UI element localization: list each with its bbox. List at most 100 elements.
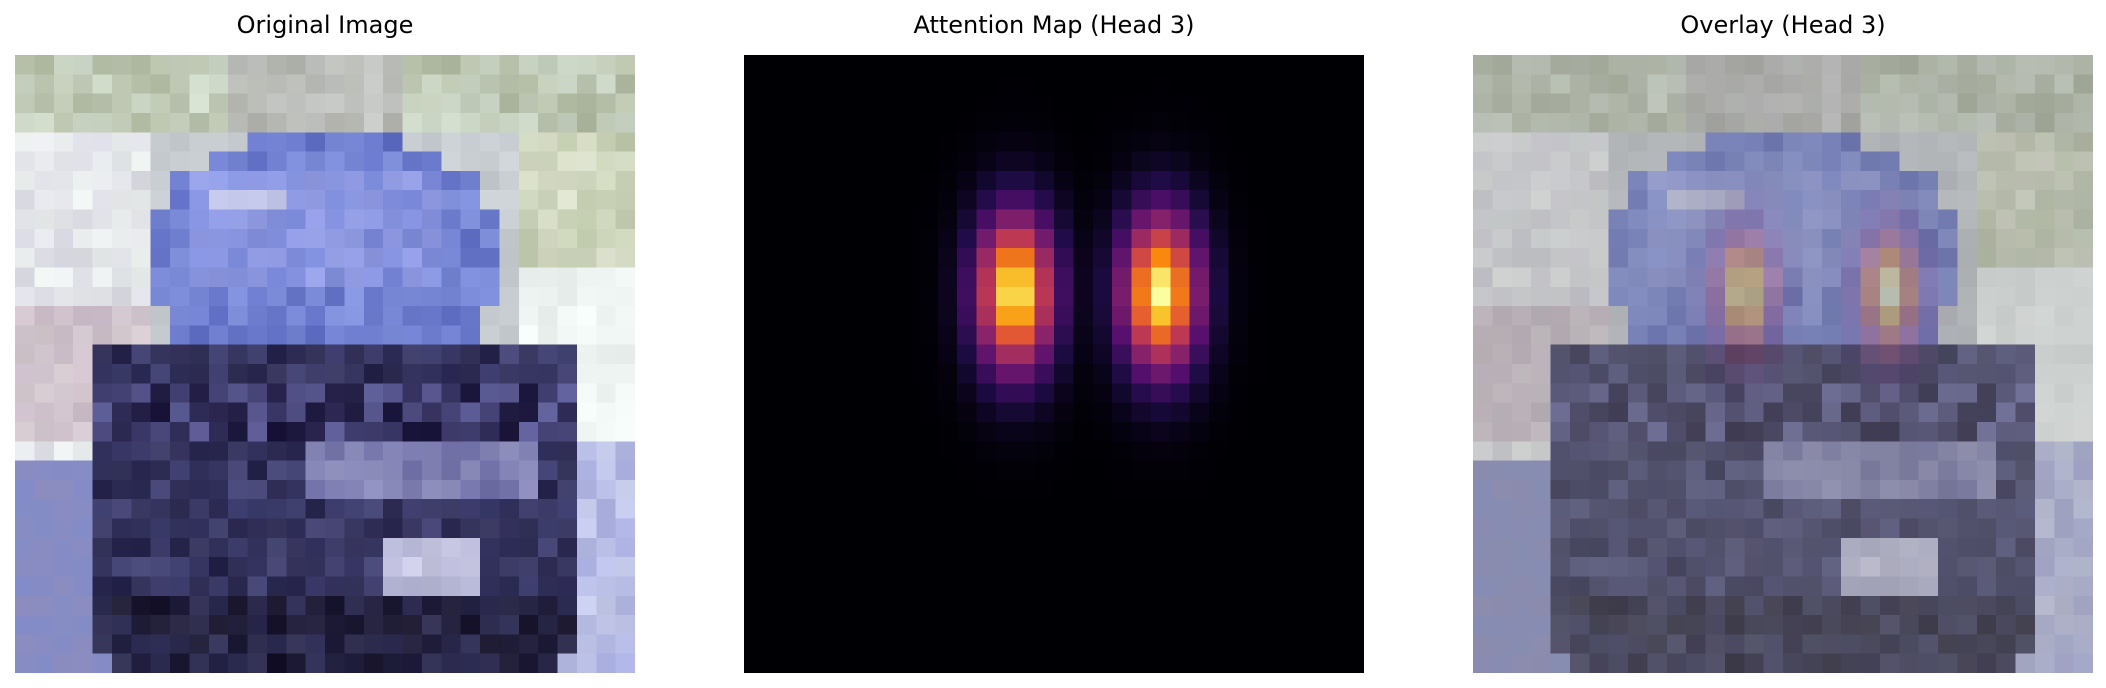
original-pixel <box>518 74 539 95</box>
attention-pixel <box>995 653 1016 673</box>
overlay-pixel <box>1473 325 1493 346</box>
attention-pixel <box>1073 383 1094 404</box>
attention-pixel <box>1286 344 1307 365</box>
original-pixel <box>402 93 423 114</box>
original-pixel <box>170 190 190 210</box>
overlay-pixel <box>1511 170 1532 191</box>
overlay-pixel <box>1647 306 1668 326</box>
overlay-pixel <box>1492 344 1513 365</box>
overlay-pixel <box>1473 653 1493 673</box>
original-pixel <box>286 344 307 365</box>
attention-pixel <box>1015 190 1036 210</box>
overlay-pixel <box>1860 228 1881 249</box>
overlay-pixel <box>1724 653 1745 673</box>
attention-pixel <box>1092 537 1113 558</box>
attention-pixel <box>821 112 842 133</box>
attention-pixel <box>937 421 958 442</box>
attention-pixel <box>1325 112 1346 133</box>
attention-pixel <box>782 364 803 384</box>
overlay-pixel <box>1879 267 1900 288</box>
original-pixel <box>228 364 248 384</box>
overlay-pixel <box>2034 421 2055 442</box>
original-pixel <box>421 93 442 114</box>
original-pixel <box>518 248 539 268</box>
original-pixel <box>615 190 635 210</box>
overlay-pixel <box>1628 402 1648 423</box>
attention-pixel <box>1170 112 1191 133</box>
overlay-pixel <box>1918 615 1939 635</box>
attention-pixel <box>995 615 1016 635</box>
original-pixel <box>325 325 345 346</box>
original-pixel <box>402 306 423 326</box>
attention-pixel <box>1073 653 1094 673</box>
overlay-pixel <box>1918 518 1939 539</box>
attention-pixel <box>860 364 881 384</box>
overlay-pixel <box>1550 344 1571 365</box>
attention-pixel <box>1189 190 1210 210</box>
attention-pixel <box>1073 228 1094 249</box>
overlay-pixel <box>1744 248 1765 268</box>
original-pixel <box>150 112 171 133</box>
original-pixel <box>305 383 326 404</box>
attention-pixel <box>782 615 803 635</box>
attention-pixel <box>976 55 997 75</box>
original-pixel <box>73 112 93 133</box>
overlay-pixel <box>1511 537 1532 558</box>
original-pixel <box>441 576 462 597</box>
overlay-pixel <box>1511 383 1532 404</box>
original-pixel <box>247 653 268 673</box>
attention-pixel <box>1189 267 1210 288</box>
original-pixel <box>247 595 268 616</box>
original-pixel <box>305 74 326 95</box>
original-pixel <box>363 537 384 558</box>
attention-pixel <box>860 151 881 172</box>
attention-map-title: Attention Map (Head 3) <box>913 11 1195 39</box>
attention-pixel <box>1015 248 1036 268</box>
original-pixel <box>170 112 190 133</box>
attention-pixel <box>1131 306 1152 326</box>
attention-pixel <box>899 479 919 500</box>
overlay-pixel <box>1879 576 1900 597</box>
overlay-pixel <box>1899 653 1920 673</box>
original-pixel <box>460 479 481 500</box>
attention-pixel <box>1228 537 1249 558</box>
overlay-pixel <box>2034 615 2055 635</box>
original-pixel <box>34 228 55 249</box>
original-pixel <box>499 499 520 519</box>
overlay-pixel <box>2015 460 2036 481</box>
overlay-pixel <box>1841 228 1861 249</box>
attention-pixel <box>1305 402 1326 423</box>
overlay-pixel <box>1957 74 1978 95</box>
attention-pixel <box>1305 190 1326 210</box>
overlay-pixel <box>1569 595 1590 616</box>
attention-pixel <box>1325 537 1346 558</box>
overlay-pixel <box>1511 228 1532 249</box>
original-pixel <box>15 325 35 346</box>
attention-pixel <box>1325 460 1346 481</box>
attention-pixel <box>957 306 977 326</box>
original-pixel <box>150 499 171 519</box>
overlay-pixel <box>1996 286 2016 307</box>
attention-pixel <box>976 595 997 616</box>
original-pixel <box>286 286 307 307</box>
attention-pixel <box>1305 306 1326 326</box>
attention-pixel <box>957 421 977 442</box>
original-pixel <box>131 634 152 655</box>
original-pixel <box>325 595 345 616</box>
original-pixel <box>421 634 442 655</box>
overlay-pixel <box>1821 595 1842 616</box>
attention-pixel <box>1247 518 1268 539</box>
overlay-pixel <box>2054 151 2075 172</box>
original-pixel <box>499 615 520 635</box>
attention-pixel <box>1054 190 1074 210</box>
overlay-pixel <box>1763 402 1784 423</box>
overlay-pixel <box>1724 518 1745 539</box>
attention-pixel <box>1073 441 1094 461</box>
original-pixel <box>34 286 55 307</box>
overlay-pixel <box>1976 209 1997 230</box>
overlay-pixel <box>1821 441 1842 461</box>
overlay-pixel <box>1879 479 1900 500</box>
original-pixel <box>208 248 229 268</box>
original-pixel <box>596 132 617 152</box>
attention-pixel <box>1189 306 1210 326</box>
